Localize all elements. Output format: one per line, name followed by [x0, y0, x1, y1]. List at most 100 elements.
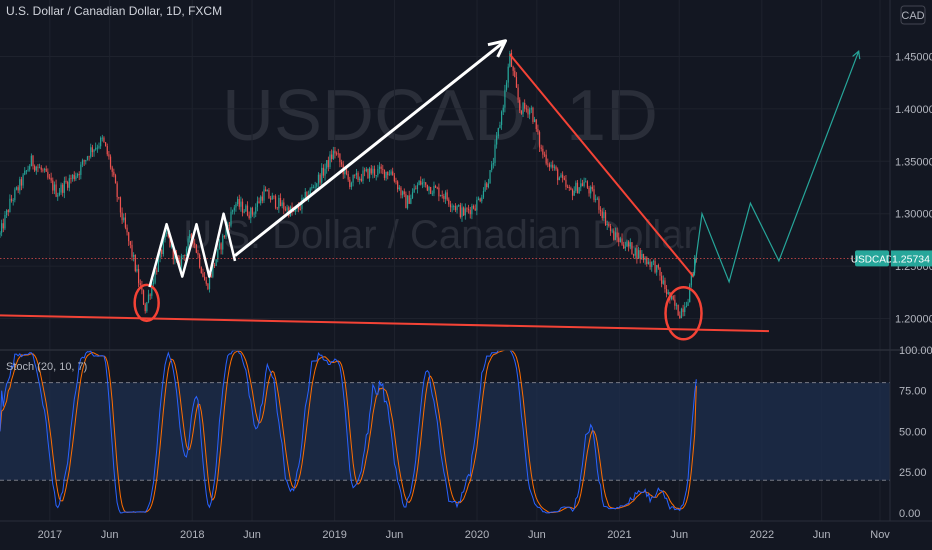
candle-body[interactable] [27, 169, 29, 171]
candle-body[interactable] [19, 179, 21, 191]
candle-body[interactable] [586, 181, 588, 188]
candle-body[interactable] [260, 196, 262, 204]
candle-body[interactable] [464, 208, 466, 216]
candle-body[interactable] [344, 168, 346, 175]
candle-body[interactable] [563, 178, 565, 180]
candle-body[interactable] [217, 248, 219, 260]
candle-body[interactable] [42, 169, 44, 171]
candle-body[interactable] [190, 234, 192, 239]
candle-body[interactable] [685, 305, 687, 307]
candle-body[interactable] [654, 261, 656, 273]
candle-body[interactable] [106, 145, 108, 155]
candle-body[interactable] [312, 186, 315, 188]
candle-body[interactable] [246, 205, 249, 216]
candle-body[interactable] [568, 187, 570, 188]
candle-body[interactable] [1, 223, 3, 233]
candle-body[interactable] [456, 206, 458, 211]
candle-body[interactable] [306, 192, 308, 201]
candle-body[interactable] [164, 234, 166, 240]
candle-body[interactable] [276, 207, 278, 209]
candle-body[interactable] [266, 190, 268, 192]
candle-body[interactable] [85, 159, 87, 162]
candle-body[interactable] [204, 276, 206, 281]
candle-body[interactable] [647, 261, 650, 265]
candle-body[interactable] [662, 280, 664, 284]
candle-body[interactable] [532, 107, 534, 123]
candle-body[interactable] [207, 283, 209, 290]
candle-body[interactable] [667, 292, 669, 295]
candle-body[interactable] [406, 195, 409, 209]
candle-body[interactable] [179, 259, 181, 267]
candle-body[interactable] [101, 137, 103, 139]
candle-body[interactable] [355, 173, 357, 175]
candle-body[interactable] [388, 174, 390, 176]
candle-body[interactable] [182, 255, 184, 257]
candle-body[interactable] [142, 290, 145, 305]
candle-body[interactable] [510, 52, 513, 67]
candle-body[interactable] [218, 243, 221, 249]
candle-body[interactable] [6, 210, 8, 215]
candle-body[interactable] [659, 267, 661, 276]
candle-body[interactable] [402, 191, 404, 196]
candle-body[interactable] [111, 167, 113, 172]
candle-body[interactable] [428, 186, 430, 191]
candle-body[interactable] [423, 182, 425, 184]
candle-body[interactable] [573, 190, 575, 196]
candle-body[interactable] [263, 189, 265, 201]
candle-body[interactable] [161, 249, 163, 255]
candle-body[interactable] [195, 244, 197, 253]
candle-body[interactable] [250, 207, 252, 219]
candle-body[interactable] [235, 204, 237, 208]
candle-body[interactable] [329, 154, 331, 168]
candle-body[interactable] [62, 184, 64, 193]
candle-body[interactable] [114, 175, 117, 184]
candle-body[interactable] [169, 236, 171, 247]
resistance-trendline[interactable] [509, 53, 695, 278]
candle-body[interactable] [443, 196, 445, 199]
candle-body[interactable] [501, 111, 503, 125]
projection-path[interactable] [692, 50, 860, 284]
candle-body[interactable] [682, 308, 684, 313]
candle-body[interactable] [590, 186, 592, 194]
candle-body[interactable] [567, 186, 569, 188]
candle-body[interactable] [687, 302, 689, 306]
candle-body[interactable] [482, 191, 485, 198]
candle-body[interactable] [60, 184, 62, 193]
candle-body[interactable] [512, 66, 514, 71]
candle-body[interactable] [200, 267, 202, 274]
candle-body[interactable] [651, 261, 653, 267]
candle-body[interactable] [255, 207, 257, 214]
candle-body[interactable] [136, 268, 138, 272]
candle-body[interactable] [258, 201, 260, 204]
candle-body[interactable] [157, 258, 159, 272]
candle-body[interactable] [373, 168, 376, 176]
candle-body[interactable] [223, 235, 225, 237]
candle-body[interactable] [392, 171, 394, 176]
candle-body[interactable] [557, 169, 559, 181]
candle-body[interactable] [472, 206, 475, 209]
candle-body[interactable] [400, 187, 402, 196]
candle-body[interactable] [152, 282, 155, 284]
candle-body[interactable] [411, 192, 414, 199]
candle-body[interactable] [600, 209, 602, 212]
candle-body[interactable] [240, 201, 242, 207]
candle-body[interactable] [185, 248, 188, 256]
candle-body[interactable] [603, 212, 605, 219]
candle-body[interactable] [25, 170, 27, 172]
candle-body[interactable] [12, 200, 14, 201]
candle-body[interactable] [562, 174, 564, 179]
candle-body[interactable] [446, 192, 448, 200]
candle-body[interactable] [199, 254, 201, 268]
candle-body[interactable] [52, 180, 54, 191]
candle-body[interactable] [93, 149, 95, 153]
candle-body[interactable] [123, 217, 125, 221]
candle-body[interactable] [37, 166, 39, 168]
candle-body[interactable] [657, 264, 659, 268]
candle-body[interactable] [63, 180, 65, 193]
candle-body[interactable] [608, 224, 610, 227]
candle-body[interactable] [248, 215, 250, 219]
candle-body[interactable] [205, 280, 207, 284]
candle-body[interactable] [616, 232, 618, 238]
candle-body[interactable] [50, 177, 52, 181]
